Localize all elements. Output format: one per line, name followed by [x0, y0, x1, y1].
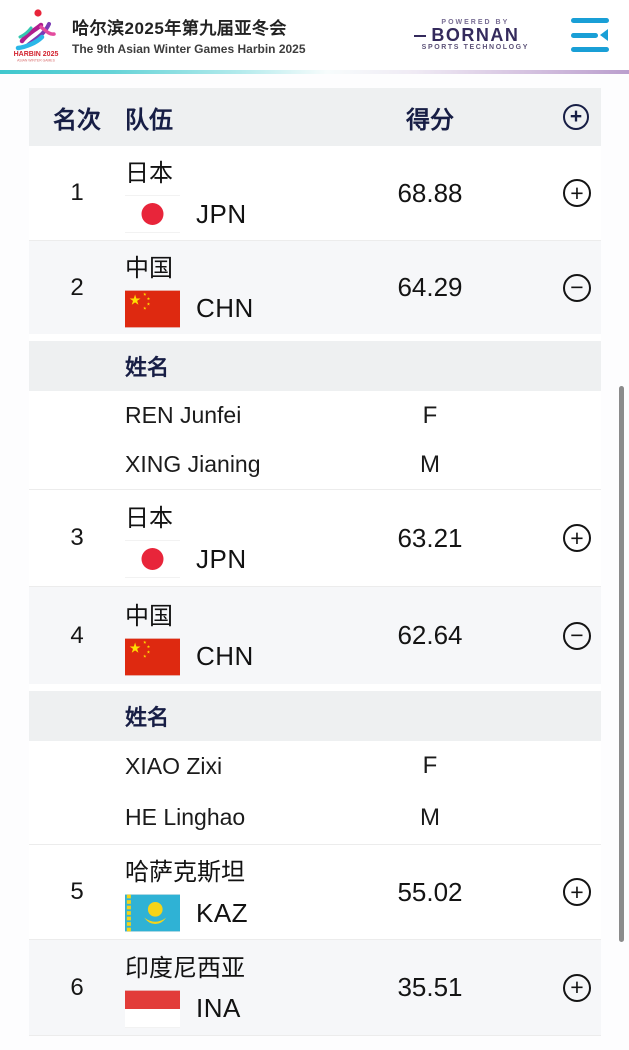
rank-value: 1	[70, 179, 84, 206]
country-code: INA	[196, 993, 241, 1023]
country-name: 哈萨克斯坦	[125, 859, 245, 886]
menu-arrow-left-icon	[600, 29, 608, 41]
header-gradient-divider	[0, 70, 629, 74]
athlete-row: REN Junfei F	[29, 391, 601, 440]
rank-value: 5	[70, 878, 84, 905]
games-logo: HARBIN 2025 ASIAN WINTER GAMES	[8, 7, 64, 63]
athlete-name: XIAO Zixi	[125, 752, 223, 779]
page-subtitle: The 9th Asian Winter Games Harbin 2025	[72, 42, 306, 56]
athlete-name: XING Jianing	[125, 451, 261, 477]
rank-column-header: 名次	[53, 106, 101, 134]
hamburger-menu-icon[interactable]	[571, 18, 609, 52]
rank-value: 3	[70, 524, 84, 551]
expand-all-button[interactable]: +	[563, 104, 589, 130]
athlete-name: HE Linghao	[125, 804, 246, 830]
section-gap	[29, 334, 601, 341]
expand-row-button[interactable]: +	[563, 973, 591, 1002]
collapse-row-button[interactable]: −	[563, 273, 591, 302]
team-cell: 中国 CHN	[125, 248, 345, 328]
title-block: 哈尔滨2025年第九届亚冬会 The 9th Asian Winter Game…	[72, 14, 306, 56]
score-column-header: 得分	[406, 106, 454, 134]
menu-bar-middle	[571, 29, 609, 41]
country-code: JPN	[196, 198, 247, 229]
name-column-header: 姓名	[125, 355, 170, 380]
name-column-header: 姓名	[125, 705, 170, 730]
section-gap	[29, 684, 601, 691]
country-code: JPN	[196, 543, 247, 574]
score-value: 55.02	[397, 876, 463, 907]
flag-jpn-icon	[125, 540, 180, 578]
bornan-brand-label: BORNAN	[413, 25, 529, 45]
team-cell: 印度尼西亚 INA	[125, 948, 345, 1028]
menu-bar-bottom	[571, 47, 609, 52]
country-code: KAZ	[196, 897, 249, 928]
names-header-row: 姓名	[29, 341, 601, 391]
menu-bar-top	[571, 18, 609, 23]
flag-chn-icon	[125, 638, 180, 676]
country-code: CHN	[196, 293, 254, 323]
flag-kaz-icon	[125, 894, 180, 932]
rank-value: 6	[70, 973, 84, 1001]
table-row: 6 印度尼西亚 INA 35.51 +	[29, 939, 601, 1036]
country-name: 日本	[125, 505, 173, 532]
expand-row-button[interactable]: +	[563, 878, 591, 906]
expand-row-button[interactable]: +	[563, 524, 591, 552]
team-cell: 中国 CHN	[125, 596, 345, 676]
table-row: 5 哈萨克斯坦	[29, 844, 601, 939]
country-name: 中国	[125, 602, 173, 630]
rank-value: 2	[70, 273, 84, 301]
names-header-row: 姓名	[29, 691, 601, 741]
score-value: 35.51	[397, 972, 463, 1002]
logo-text: HARBIN 2025	[14, 51, 59, 58]
athlete-gender: F	[422, 752, 438, 779]
team-cell: 哈萨克斯坦 KAZ	[125, 852, 345, 932]
team-cell: 日本 JPN	[125, 153, 345, 233]
athlete-gender: M	[420, 450, 440, 478]
athlete-row: XING Jianing M	[29, 440, 601, 489]
country-name: 日本	[125, 160, 173, 187]
table-header-row: 名次 队伍 得分 +	[29, 88, 601, 146]
country-code: CHN	[196, 641, 254, 671]
flag-jpn-icon	[125, 195, 180, 233]
flag-chn-icon	[125, 290, 180, 328]
score-value: 63.21	[397, 522, 463, 553]
athlete-row: XIAO Zixi F	[29, 741, 601, 791]
powered-by-label: POWERED BY	[441, 18, 510, 26]
athlete-gender: M	[420, 803, 440, 831]
team-column-header: 队伍	[125, 106, 173, 134]
results-table: 名次 队伍 得分 + 1 日本 JPN 68.88 +	[29, 88, 601, 1036]
country-name: 中国	[125, 254, 173, 282]
country-name: 印度尼西亚	[125, 954, 245, 982]
table-row: 3 日本 JPN 63.21 +	[29, 489, 601, 586]
athlete-gender: F	[422, 401, 438, 429]
results-area: 名次 队伍 得分 + 1 日本 JPN 68.88 +	[0, 74, 629, 1036]
logo-subtext: ASIAN WINTER GAMES	[17, 59, 55, 63]
collapse-row-button[interactable]: −	[563, 621, 591, 650]
bornan-logo: POWERED BY BORNAN SPORTS TECHNOLOGY	[413, 18, 529, 52]
rank-value: 4	[70, 621, 84, 649]
score-value: 64.29	[397, 272, 463, 302]
team-cell: 日本 JPN	[125, 498, 345, 578]
athlete-name: REN Junfei	[125, 402, 242, 428]
harbin-2025-logo-icon: HARBIN 2025 ASIAN WINTER GAMES	[14, 9, 59, 63]
table-row: 1 日本 JPN 68.88 +	[29, 146, 601, 240]
expand-row-button[interactable]: +	[563, 179, 591, 207]
athlete-row: HE Linghao M	[29, 791, 601, 844]
bornan-brand-subtitle: SPORTS TECHNOLOGY	[421, 44, 529, 52]
flag-ina-icon	[125, 990, 180, 1028]
table-row: 2 中国 CHN	[29, 240, 601, 334]
score-value: 68.88	[397, 177, 463, 208]
table-row: 4 中国 CHN	[29, 586, 601, 684]
score-value: 62.64	[397, 620, 463, 650]
scrollbar-thumb[interactable]	[619, 386, 624, 942]
page-title: 哈尔滨2025年第九届亚冬会	[72, 19, 287, 38]
app-header: HARBIN 2025 ASIAN WINTER GAMES 哈尔滨2025年第…	[0, 0, 629, 70]
